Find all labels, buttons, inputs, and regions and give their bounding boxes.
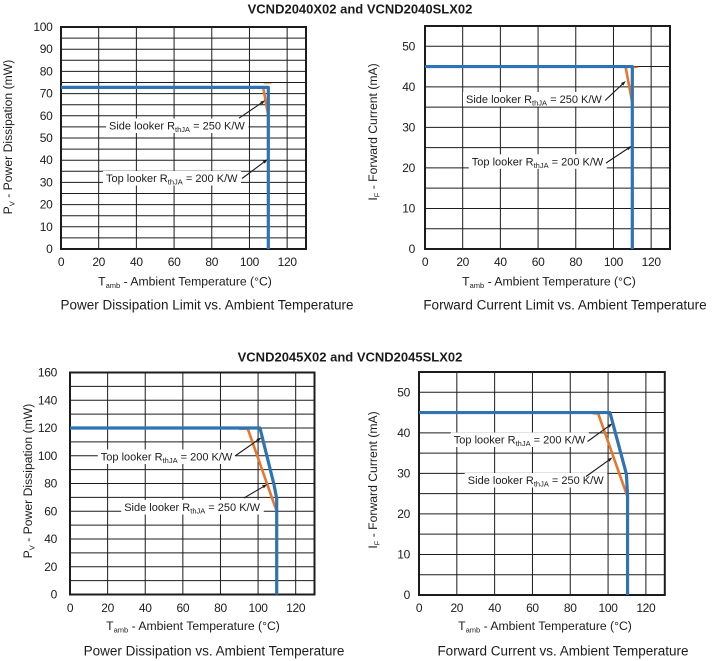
svg-text:20: 20 [450, 601, 463, 615]
svg-text:Side looker RthJA = 250 K/W: Side looker RthJA = 250 K/W [124, 502, 260, 516]
svg-text:IF - Forward Current (mA): IF - Forward Current (mA) [366, 63, 382, 200]
svg-text:0: 0 [58, 255, 65, 269]
svg-text:80: 80 [564, 601, 577, 615]
svg-text:120: 120 [642, 255, 662, 269]
svg-text:60: 60 [176, 601, 189, 615]
svg-text:Tamb - Ambient Temperature (°C: Tamb - Ambient Temperature (°C) [458, 619, 632, 635]
svg-text:Side looker RthJA = 250 K/W: Side looker RthJA = 250 K/W [468, 475, 604, 489]
svg-text:20: 20 [92, 255, 105, 269]
svg-text:80: 80 [214, 601, 227, 615]
svg-text:60: 60 [40, 109, 53, 123]
svg-text:80: 80 [44, 477, 57, 491]
svg-text:Tamb - Ambient Temperature (°C: Tamb - Ambient Temperature (°C) [98, 275, 272, 291]
svg-text:20: 20 [397, 507, 410, 521]
svg-text:10: 10 [402, 201, 415, 215]
svg-text:0: 0 [416, 601, 423, 615]
svg-text:40: 40 [494, 255, 507, 269]
svg-text:50: 50 [40, 131, 53, 145]
svg-text:100: 100 [599, 601, 619, 615]
svg-text:100: 100 [33, 20, 53, 34]
svg-text:100: 100 [38, 449, 58, 463]
svg-text:40: 40 [40, 153, 53, 167]
svg-text:0: 0 [409, 242, 416, 256]
svg-text:PV - Power Dissipation (mW): PV - Power Dissipation (mW) [1, 60, 17, 215]
svg-text:IF - Forward Current (mA): IF - Forward Current (mA) [366, 411, 382, 548]
svg-text:30: 30 [402, 120, 415, 134]
svg-text:10: 10 [40, 220, 53, 234]
svg-text:Side looker RthJA = 250 K/W: Side looker RthJA = 250 K/W [466, 94, 602, 108]
svg-text:VCND2045X02 and VCND2045SLX02: VCND2045X02 and VCND2045SLX02 [238, 350, 463, 365]
svg-text:50: 50 [402, 39, 415, 53]
svg-text:80: 80 [205, 255, 218, 269]
svg-text:70: 70 [40, 87, 53, 101]
svg-text:80: 80 [40, 64, 53, 78]
svg-text:Tamb - Ambient Temperature (°C: Tamb - Ambient Temperature (°C) [106, 619, 280, 635]
svg-text:120: 120 [286, 601, 306, 615]
svg-text:90: 90 [40, 42, 53, 56]
svg-text:40: 40 [402, 80, 415, 94]
svg-text:120: 120 [38, 421, 58, 435]
svg-text:0: 0 [404, 588, 411, 602]
svg-text:20: 20 [456, 255, 469, 269]
svg-text:Top looker RthJA = 200 K/W: Top looker RthJA = 200 K/W [101, 452, 233, 466]
svg-text:30: 30 [397, 466, 410, 480]
svg-text:100: 100 [249, 601, 269, 615]
svg-text:120: 120 [636, 601, 656, 615]
svg-text:PV - Power Dissipation (mW): PV - Power Dissipation (mW) [21, 404, 37, 559]
svg-text:Top looker RthJA = 200 K/W: Top looker RthJA = 200 K/W [454, 435, 586, 449]
svg-text:60: 60 [168, 255, 181, 269]
svg-text:20: 20 [44, 560, 57, 574]
svg-text:10: 10 [397, 547, 410, 561]
svg-text:80: 80 [569, 255, 582, 269]
svg-text:40: 40 [130, 255, 143, 269]
svg-text:0: 0 [51, 588, 58, 602]
svg-text:VCND2040X02 and VCND2040SLX02: VCND2040X02 and VCND2040SLX02 [248, 2, 473, 17]
svg-text:20: 20 [40, 198, 53, 212]
svg-text:50: 50 [397, 385, 410, 399]
svg-text:60: 60 [44, 504, 57, 518]
svg-text:100: 100 [604, 255, 624, 269]
svg-text:60: 60 [526, 601, 539, 615]
svg-text:40: 40 [488, 601, 501, 615]
svg-text:100: 100 [240, 255, 260, 269]
svg-text:Power Dissipation Limit vs. Am: Power Dissipation Limit vs. Ambient Temp… [60, 298, 353, 313]
svg-text:Power Dissipation vs. Ambient: Power Dissipation vs. Ambient Temperatur… [84, 644, 345, 659]
svg-text:Top looker RthJA = 200 K/W: Top looker RthJA = 200 K/W [472, 156, 604, 170]
svg-text:20: 20 [402, 161, 415, 175]
svg-text:40: 40 [44, 532, 57, 546]
svg-text:Tamb - Ambient Temperature (°C: Tamb - Ambient Temperature (°C) [462, 275, 636, 291]
svg-text:Forward Current Limit vs. Ambi: Forward Current Limit vs. Ambient Temper… [423, 298, 706, 313]
svg-text:0: 0 [422, 255, 429, 269]
svg-text:0: 0 [67, 601, 74, 615]
svg-text:Top looker RthJA = 200 K/W: Top looker RthJA = 200 K/W [106, 173, 238, 187]
svg-text:30: 30 [40, 175, 53, 189]
svg-text:140: 140 [38, 393, 58, 407]
svg-text:0: 0 [46, 242, 53, 256]
svg-text:Forward Current vs. Ambient Te: Forward Current vs. Ambient Temperature [437, 644, 688, 659]
svg-text:40: 40 [139, 601, 152, 615]
svg-text:20: 20 [101, 601, 114, 615]
svg-text:160: 160 [38, 366, 58, 380]
svg-text:120: 120 [278, 255, 298, 269]
svg-text:40: 40 [397, 426, 410, 440]
svg-text:Side looker RthJA = 250 K/W: Side looker RthJA = 250 K/W [109, 121, 245, 135]
svg-text:60: 60 [532, 255, 545, 269]
